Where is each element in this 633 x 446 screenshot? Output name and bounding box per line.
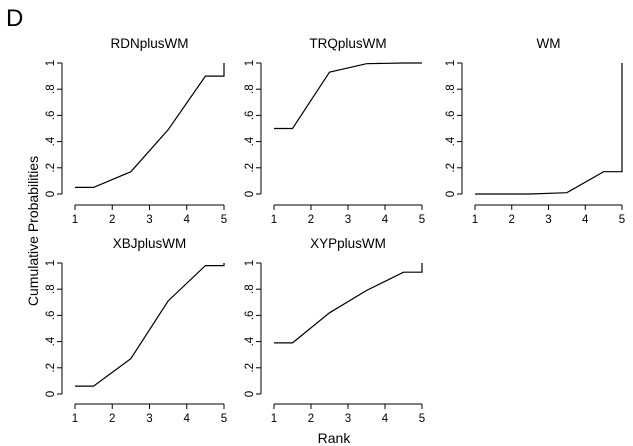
y-tick-label: .2 (244, 363, 256, 373)
y-tick-label: 0 (445, 191, 457, 197)
x-tick-label: 1 (271, 214, 277, 226)
x-axis-title: Rank (318, 430, 352, 446)
y-tick-label: 1 (244, 260, 256, 266)
y-tick-label: 0 (45, 391, 57, 397)
y-axis-title: Cumulative Probabilities (25, 156, 41, 306)
y-tick-label: .2 (445, 163, 457, 173)
series-line (75, 63, 225, 188)
y-tick-label: .8 (45, 84, 57, 94)
x-tick-label: 5 (221, 214, 227, 226)
y-tick-label: .2 (244, 163, 256, 173)
x-tick-label: 2 (109, 413, 115, 425)
x-tick-label: 2 (308, 413, 314, 425)
x-tick-label: 4 (382, 214, 389, 226)
y-tick-label: .6 (445, 111, 457, 121)
y-tick-label: .8 (244, 284, 256, 294)
y-tick-label: .4 (45, 336, 57, 346)
y-tick-label: .6 (244, 311, 256, 321)
y-tick-label: 0 (244, 191, 256, 197)
y-tick-label: .6 (45, 311, 57, 321)
panels: RDNplusWM 0 .2 .4 .6 .8 1 1 2 3 4 5 TRQplusWM 0 .2 .4 .6… (45, 36, 625, 425)
series-line (475, 63, 623, 195)
y-tick-label: 1 (45, 60, 57, 66)
panel-label: D (6, 5, 23, 32)
x-tick-label: 3 (345, 413, 351, 425)
x-tick-label: 1 (271, 413, 277, 425)
y-tick-label: 1 (244, 60, 256, 66)
x-tick-label: 3 (146, 413, 152, 425)
y-tick-label: .4 (445, 136, 457, 146)
x-tick-label: 3 (146, 214, 152, 226)
y-tick-label: 0 (45, 191, 57, 197)
x-tick-label: 2 (109, 214, 115, 226)
x-tick-label: 5 (419, 413, 425, 425)
panel-title: XBJplusWM (113, 236, 187, 251)
y-tick-label: .6 (45, 111, 57, 121)
x-tick-label: 5 (619, 214, 625, 226)
y-tick-label: 0 (244, 391, 256, 397)
series-line (274, 263, 423, 344)
y-tick-label: .4 (244, 136, 256, 146)
panel-3: WM 0 .2 .4 .6 .8 1 1 2 3 4 5 (445, 36, 625, 226)
y-tick-label: .8 (244, 84, 256, 94)
panel-title: RDNplusWM (110, 36, 188, 51)
panel-4: XBJplusWM 0 .2 .4 .6 .8 1 1 2 3 4 5 (45, 236, 227, 425)
panel-2: TRQplusWM 0 .2 .4 .6 .8 1 1 2 3 4 5 (244, 36, 425, 226)
panel-title: TRQplusWM (309, 36, 386, 51)
panel-title: XYPplusWM (310, 236, 386, 251)
y-tick-label: .4 (244, 336, 256, 346)
x-tick-label: 2 (509, 214, 515, 226)
y-tick-label: 1 (45, 260, 57, 266)
y-tick-label: 1 (445, 60, 457, 66)
x-tick-label: 1 (472, 214, 478, 226)
panel-5: XYPplusWM 0 .2 .4 .6 .8 1 1 2 3 4 5 (244, 236, 425, 425)
panel-1: RDNplusWM 0 .2 .4 .6 .8 1 1 2 3 4 5 (45, 36, 227, 226)
x-tick-label: 2 (308, 214, 314, 226)
x-tick-label: 3 (345, 214, 351, 226)
x-tick-label: 4 (184, 413, 191, 425)
series-line (75, 263, 225, 387)
y-tick-label: .6 (244, 111, 256, 121)
y-tick-label: .8 (45, 284, 57, 294)
series-line (274, 62, 422, 130)
x-tick-label: 4 (582, 214, 589, 226)
y-tick-label: .2 (45, 163, 57, 173)
x-tick-label: 4 (382, 413, 389, 425)
y-tick-label: .8 (445, 84, 457, 94)
y-tick-label: .4 (45, 136, 57, 146)
x-tick-label: 5 (221, 413, 227, 425)
x-tick-label: 1 (72, 214, 78, 226)
x-tick-label: 3 (545, 214, 551, 226)
x-tick-label: 5 (419, 214, 425, 226)
x-tick-label: 1 (72, 413, 78, 425)
panel-title: WM (537, 36, 561, 51)
x-tick-label: 4 (184, 214, 191, 226)
y-tick-label: .2 (45, 363, 57, 373)
